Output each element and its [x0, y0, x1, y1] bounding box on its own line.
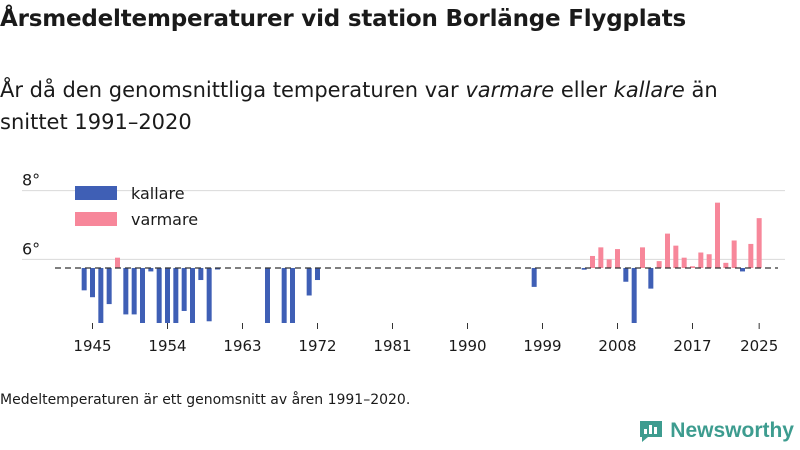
bar-2022 — [731, 240, 737, 268]
bar-1950 — [131, 267, 137, 315]
x-tick-label: 1981 — [373, 337, 411, 355]
bar-2015 — [673, 245, 679, 268]
bar-2006 — [598, 247, 604, 268]
bar-1948 — [115, 257, 120, 268]
x-tick-label: 2017 — [673, 337, 711, 355]
bar-2025 — [756, 218, 762, 268]
bar-1968 — [281, 267, 287, 323]
x-tick-label: 2008 — [598, 337, 636, 355]
bar-2024 — [748, 243, 754, 268]
bar-1966 — [265, 267, 270, 323]
bar-2012 — [648, 267, 654, 289]
x-axis: 1945 1954 1963 1972 1981 1990 1999 2008 2017 2025 — [73, 323, 778, 355]
bar-2009 — [623, 267, 629, 282]
y-grid: 6° 8° — [22, 171, 785, 260]
legend-swatch-varmare — [75, 212, 117, 226]
bar-1946 — [98, 267, 104, 323]
bar-2017 — [690, 266, 695, 268]
bar-1954 — [165, 267, 170, 323]
bar-2013 — [656, 261, 662, 268]
bar-1949 — [123, 267, 129, 315]
bar-1945 — [90, 267, 95, 298]
bar-2010 — [631, 267, 637, 323]
subtitle-cold-word: kallare — [613, 78, 685, 102]
x-tick-label: 1954 — [148, 337, 186, 355]
footnote: Medeltemperaturen är ett genomsnitt av å… — [0, 392, 411, 408]
bar-1956 — [181, 267, 187, 311]
y-tick-label: 8° — [22, 171, 40, 190]
bar-1969 — [290, 267, 295, 323]
bar-1952 — [148, 267, 154, 272]
bar-2019 — [706, 254, 712, 268]
chart-subtitle: År då den genomsnittliga temperaturen va… — [0, 74, 790, 138]
bar-1998 — [531, 267, 537, 287]
subtitle-suffix: än snittet 1991–2020 — [0, 78, 718, 134]
bar-1972 — [315, 267, 320, 281]
bar-2008 — [615, 249, 620, 268]
bar-1960 — [215, 267, 220, 270]
subtitle-prefix: År då den genomsnittliga temperaturen va… — [0, 78, 466, 102]
bar-2021 — [723, 262, 729, 268]
bar-1951 — [140, 267, 145, 323]
bar-1947 — [106, 267, 112, 305]
bar-2020 — [715, 202, 720, 268]
x-tick-label: 1963 — [223, 337, 261, 355]
bar-1958 — [198, 267, 204, 281]
brand-logo: Newsworthy — [638, 419, 794, 443]
bar-1953 — [156, 267, 162, 323]
bars — [81, 202, 762, 323]
y-tick-label: 6° — [22, 239, 40, 258]
subtitle-warm-word: varmare — [465, 78, 555, 102]
bar-2004 — [581, 267, 587, 270]
x-tick-label: 1945 — [73, 337, 111, 355]
newsworthy-logo-icon — [640, 421, 663, 442]
bar-1971 — [306, 267, 312, 296]
x-tick-label: 1990 — [448, 337, 486, 355]
bar-2016 — [681, 257, 687, 268]
bar-2018 — [698, 252, 704, 268]
bar-1955 — [173, 267, 179, 323]
chart-title: Årsmedeltemperaturer vid station Borläng… — [0, 6, 687, 32]
legend-label-varmare: varmare — [131, 210, 198, 229]
bar-2007 — [606, 259, 612, 268]
bar-1944 — [81, 267, 87, 291]
legend-swatch-kallare — [75, 186, 117, 200]
bar-2023 — [740, 267, 745, 272]
x-tick-label: 1972 — [298, 337, 336, 355]
x-tick-label: 1999 — [523, 337, 561, 355]
bar-2011 — [640, 247, 645, 268]
x-tick-label: 2025 — [740, 337, 778, 355]
subtitle-middle: eller — [554, 78, 614, 102]
bar-2005 — [590, 255, 595, 268]
legend: kallare varmare — [75, 184, 198, 229]
legend-label-kallare: kallare — [131, 184, 185, 203]
bar-1959 — [206, 267, 212, 322]
brand-name: Newsworthy — [670, 419, 794, 442]
bar-1957 — [190, 267, 195, 323]
bar-2014 — [665, 233, 670, 268]
